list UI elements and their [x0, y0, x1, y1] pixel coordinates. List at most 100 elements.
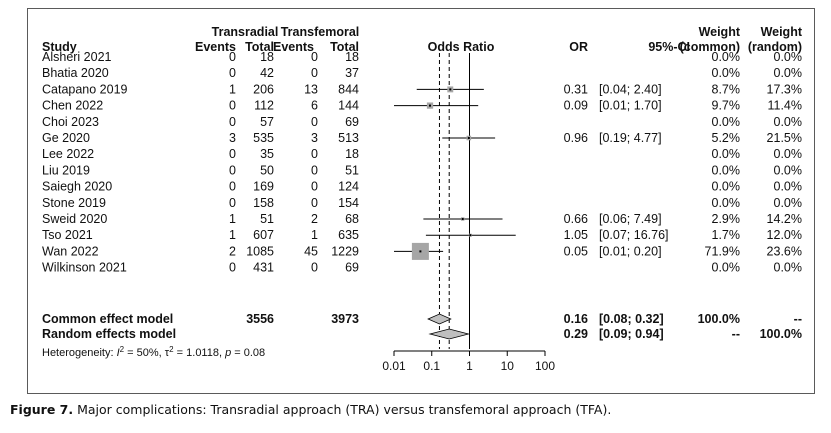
study-weight-common: 0.0%: [712, 115, 741, 129]
study-point: [467, 137, 470, 139]
common-model-label: Common effect model: [42, 312, 173, 326]
study-weight-random: 0.0%: [774, 66, 803, 80]
study-total-tfa: 68: [345, 212, 359, 226]
study-weight-common: 0.0%: [712, 66, 741, 80]
common-or: 0.16: [564, 312, 588, 326]
header-events1: Events: [195, 40, 236, 54]
study-weight-common: 0.0%: [712, 147, 741, 161]
header-weight-common: Weight: [699, 25, 741, 39]
study-total-tra: 35: [260, 147, 274, 161]
study-total-tfa: 18: [345, 50, 359, 64]
header-weight-random: Weight: [761, 25, 803, 39]
study-events-tfa: 0: [311, 147, 318, 161]
study-name: Wilkinson 2021: [42, 261, 127, 275]
study-total-tfa: 18: [345, 147, 359, 161]
study-total-tfa: 1229: [331, 244, 359, 258]
study-or: 0.05: [564, 244, 588, 258]
study-weight-random: 11.4%: [767, 99, 802, 113]
study-name: Bhatia 2020: [42, 66, 109, 80]
study-name: Liu 2019: [42, 163, 90, 177]
study-total-tra: 607: [253, 228, 274, 242]
study-or: 0.66: [564, 212, 588, 226]
header-group2: Transfemoral: [281, 25, 360, 39]
study-total-tra: 431: [253, 261, 274, 275]
header-weight-common-sub: (common): [680, 40, 740, 54]
study-total-tfa: 513: [338, 131, 359, 145]
study-events-tra: 0: [229, 163, 236, 177]
study-ci: [0.19; 4.77]: [599, 131, 662, 145]
study-weight-common: 71.9%: [705, 244, 740, 258]
study-events-tfa: 2: [311, 212, 318, 226]
study-total-tfa: 154: [338, 196, 359, 210]
study-events-tra: 3: [229, 131, 236, 145]
common-weight-common: 100.0%: [698, 312, 740, 326]
study-events-tra: 0: [229, 115, 236, 129]
study-name: Ge 2020: [42, 131, 90, 145]
figure-caption: Figure 7. Major complications: Transradi…: [10, 402, 611, 417]
study-events-tra: 0: [229, 66, 236, 80]
random-effect-diamond: [428, 328, 471, 340]
study-ci: [0.04; 2.40]: [599, 82, 662, 96]
study-total-tra: 1085: [246, 244, 274, 258]
header-study: Study: [42, 40, 77, 54]
study-total-tfa: 69: [345, 261, 359, 275]
study-total-tfa: 635: [338, 228, 359, 242]
study-weight-random: 17.3%: [767, 82, 802, 96]
study-total-tra: 169: [253, 180, 274, 194]
study-weight-random: 14.2%: [767, 212, 802, 226]
study-total-tfa: 51: [345, 163, 359, 177]
study-weight-random: 0.0%: [774, 196, 803, 210]
random-weight-random: 100.0%: [760, 327, 802, 341]
study-events-tra: 0: [229, 147, 236, 161]
study-total-tfa: 144: [338, 99, 359, 113]
study-events-tfa: 0: [311, 261, 318, 275]
study-events-tfa: 0: [311, 66, 318, 80]
header-events2: Events: [273, 40, 314, 54]
study-ci: [0.07; 16.76]: [599, 228, 669, 242]
common-effect-diamond: [427, 313, 452, 325]
study-weight-random: 0.0%: [774, 261, 803, 275]
study-weight-random: 12.0%: [767, 228, 802, 242]
header-group1: Transradial: [212, 25, 279, 39]
study-total-tra: 18: [260, 50, 274, 64]
study-events-tfa: 0: [311, 180, 318, 194]
study-point: [429, 104, 432, 107]
study-events-tra: 2: [229, 244, 236, 258]
study-total-tra: 158: [253, 196, 274, 210]
figure-frame: Transradial Transfemoral Study Events Total E…: [27, 8, 815, 394]
random-weight-common: --: [732, 327, 740, 341]
study-total-tfa: 844: [338, 82, 359, 96]
x-axis-tick-label: 100: [535, 359, 555, 373]
study-events-tra: 1: [229, 82, 236, 96]
study-total-tfa: 69: [345, 115, 359, 129]
random-model-label: Random effects model: [42, 327, 176, 341]
study-total-tra: 206: [253, 82, 274, 96]
study-weight-common: 5.2%: [712, 131, 741, 145]
header-ci: 95%-CI: [648, 40, 690, 54]
study-weight-random: 0.0%: [774, 147, 803, 161]
study-name: Alsheri 2021: [42, 50, 112, 64]
study-events-tfa: 45: [304, 244, 318, 258]
x-axis-tick-label: 0.1: [423, 359, 440, 373]
x-axis-tick-label: 10: [501, 359, 515, 373]
study-weight-common: 1.7%: [712, 228, 741, 242]
study-total-tra: 50: [260, 163, 274, 177]
study-total-tfa: 37: [345, 66, 359, 80]
study-point: [419, 250, 422, 253]
study-weight-random: 21.5%: [767, 131, 802, 145]
study-events-tfa: 0: [311, 115, 318, 129]
study-total-tra: 42: [260, 66, 274, 80]
study-name: Lee 2022: [42, 147, 94, 161]
x-axis-tick-label: 0.01: [382, 359, 406, 373]
study-total-tra: 51: [260, 212, 274, 226]
study-total-tfa: 124: [338, 180, 359, 194]
study-name: Sweid 2020: [42, 212, 107, 226]
study-point: [449, 88, 452, 91]
study-name: Choi 2023: [42, 115, 99, 129]
study-weight-random: 0.0%: [774, 180, 803, 194]
study-ci: [0.01; 1.70]: [599, 99, 662, 113]
study-name: Wan 2022: [42, 244, 99, 258]
study-events-tra: 0: [229, 261, 236, 275]
study-or: 1.05: [564, 228, 588, 242]
study-weight-common: 0.0%: [712, 163, 741, 177]
